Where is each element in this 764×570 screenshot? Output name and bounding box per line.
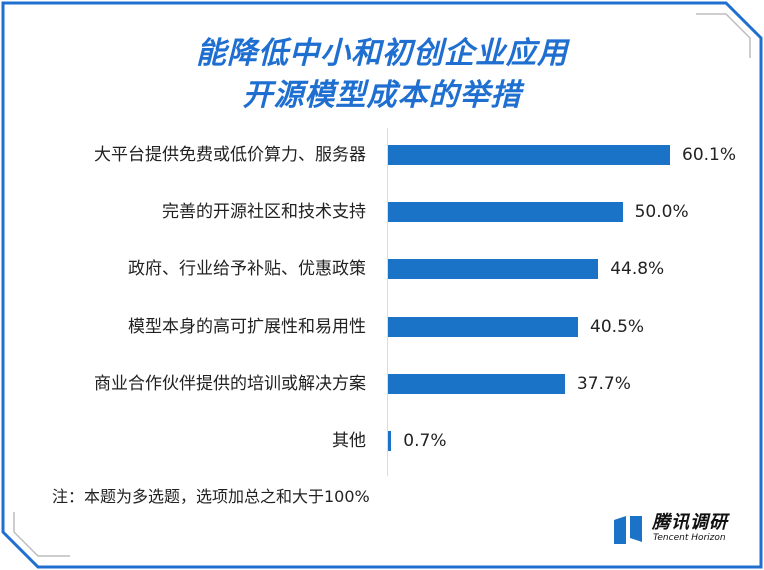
value-label: 0.7%: [403, 431, 447, 451]
category-label: 政府、行业给予补贴、优惠政策: [128, 259, 366, 280]
value-label: 40.5%: [590, 316, 645, 337]
category-label: 完善的开源社区和技术支持: [162, 202, 366, 223]
category-label: 商业合作伙伴提供的培训或解决方案: [94, 373, 366, 394]
chart-title-line-2: 开源模型成本的举措: [242, 78, 522, 113]
bar: [388, 431, 392, 451]
value-label: 37.7%: [576, 373, 631, 394]
tencent-horizon-logo: 腾讯调研 Tencent Horizon: [612, 508, 742, 548]
bar: [388, 202, 623, 223]
category-label: 其他: [332, 431, 366, 451]
value-label: 50.0%: [634, 202, 689, 223]
corner-decoration-bottom-left: [13, 512, 70, 557]
corner-decoration-top-right: [696, 13, 751, 58]
footnote: 注：本题为多选题，选项加总之和大于100%: [52, 487, 370, 506]
category-axis-line: [387, 128, 388, 476]
value-label: 60.1%: [682, 145, 737, 165]
category-label: 模型本身的高可扩展性和易用性: [128, 316, 366, 337]
chart-title-line-1: 能降低中小和初创企业应用: [196, 36, 568, 71]
bar: [388, 259, 599, 280]
bar: [388, 316, 579, 337]
category-label: 大平台提供免费或低价算力、服务器: [94, 145, 366, 165]
bar: [388, 145, 670, 165]
logo-name-en: Tencent Horizon: [653, 533, 726, 543]
logo-mark-icon: [614, 516, 642, 544]
value-label: 44.8%: [610, 259, 665, 280]
bar: [388, 373, 565, 394]
logo-name-cn: 腾讯调研: [652, 512, 728, 533]
